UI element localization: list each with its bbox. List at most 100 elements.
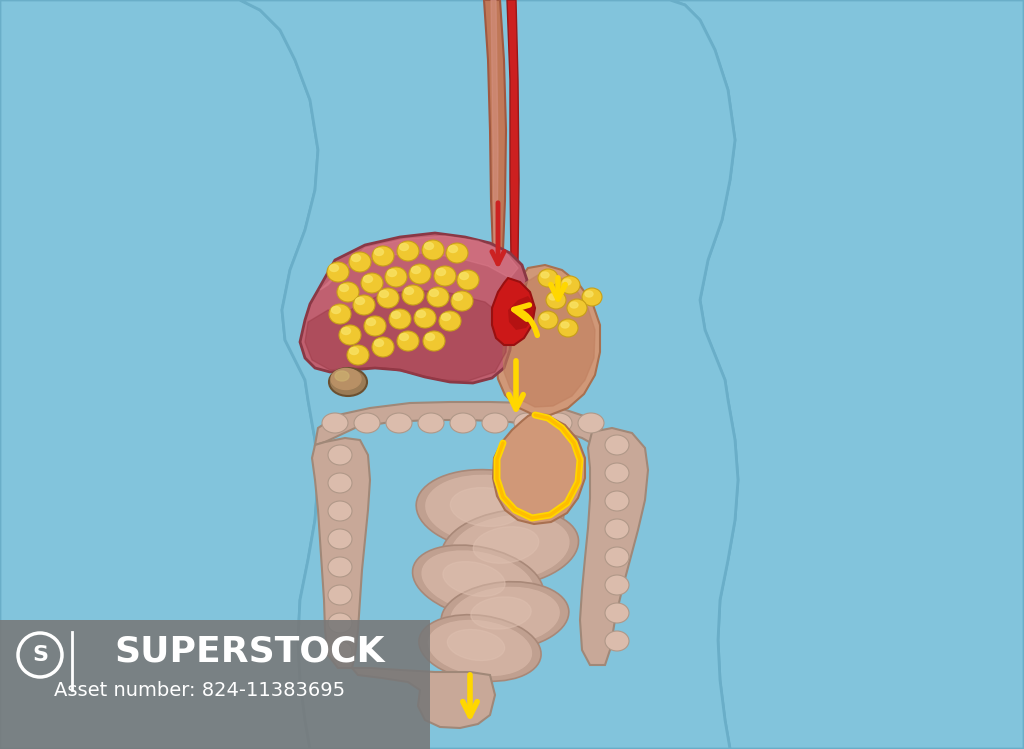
Ellipse shape	[372, 246, 394, 266]
Ellipse shape	[397, 331, 419, 351]
Ellipse shape	[434, 266, 456, 286]
Ellipse shape	[605, 519, 629, 539]
Ellipse shape	[328, 445, 352, 465]
Ellipse shape	[441, 509, 579, 586]
Ellipse shape	[549, 294, 557, 300]
Ellipse shape	[372, 337, 394, 357]
Polygon shape	[0, 0, 318, 749]
Ellipse shape	[471, 597, 531, 629]
Ellipse shape	[561, 322, 569, 328]
Bar	[0, 620, 430, 749]
Ellipse shape	[451, 291, 473, 311]
Polygon shape	[503, 275, 595, 407]
Ellipse shape	[454, 294, 463, 300]
Ellipse shape	[460, 273, 469, 279]
Ellipse shape	[425, 475, 555, 545]
Polygon shape	[670, 0, 1024, 749]
Ellipse shape	[413, 545, 544, 619]
Ellipse shape	[422, 551, 535, 613]
Ellipse shape	[327, 262, 349, 282]
Polygon shape	[490, 0, 498, 250]
Ellipse shape	[335, 371, 349, 381]
Ellipse shape	[439, 311, 461, 331]
Text: S: S	[32, 645, 48, 665]
Ellipse shape	[355, 297, 365, 305]
Ellipse shape	[447, 629, 505, 661]
Polygon shape	[315, 402, 605, 448]
Ellipse shape	[351, 255, 360, 261]
Ellipse shape	[414, 308, 436, 328]
Ellipse shape	[582, 288, 602, 306]
Ellipse shape	[605, 463, 629, 483]
Text: SUPERSTOCK: SUPERSTOCK	[115, 635, 385, 669]
Ellipse shape	[328, 613, 352, 633]
Ellipse shape	[563, 279, 571, 285]
Ellipse shape	[514, 413, 540, 433]
Ellipse shape	[354, 413, 380, 433]
Polygon shape	[312, 438, 370, 668]
Polygon shape	[319, 236, 518, 290]
Ellipse shape	[538, 269, 558, 287]
Polygon shape	[300, 233, 527, 383]
Ellipse shape	[427, 287, 449, 307]
Ellipse shape	[538, 311, 558, 329]
Ellipse shape	[337, 282, 359, 302]
Polygon shape	[507, 0, 519, 285]
Ellipse shape	[386, 413, 412, 433]
Ellipse shape	[436, 268, 445, 276]
Ellipse shape	[380, 291, 388, 297]
Ellipse shape	[389, 309, 411, 329]
Ellipse shape	[397, 241, 419, 261]
Ellipse shape	[605, 491, 629, 511]
Ellipse shape	[399, 333, 409, 341]
Ellipse shape	[451, 488, 521, 527]
Ellipse shape	[339, 325, 361, 345]
Ellipse shape	[450, 413, 476, 433]
Ellipse shape	[364, 276, 373, 282]
Ellipse shape	[560, 276, 580, 294]
Ellipse shape	[417, 311, 426, 318]
Ellipse shape	[570, 302, 578, 308]
Ellipse shape	[441, 582, 568, 650]
Ellipse shape	[546, 413, 572, 433]
Ellipse shape	[541, 314, 549, 320]
Text: Asset number: 824-11383695: Asset number: 824-11383695	[54, 681, 345, 700]
Ellipse shape	[441, 314, 451, 321]
Ellipse shape	[328, 473, 352, 493]
Polygon shape	[580, 428, 648, 665]
Ellipse shape	[361, 273, 383, 293]
Ellipse shape	[328, 529, 352, 549]
Ellipse shape	[428, 620, 532, 676]
Ellipse shape	[449, 246, 458, 252]
Ellipse shape	[375, 339, 384, 347]
Ellipse shape	[423, 331, 445, 351]
Ellipse shape	[377, 288, 399, 308]
Ellipse shape	[418, 413, 444, 433]
Ellipse shape	[416, 470, 564, 551]
Ellipse shape	[605, 631, 629, 651]
Ellipse shape	[349, 348, 358, 354]
Polygon shape	[493, 413, 585, 524]
Ellipse shape	[404, 288, 414, 294]
Ellipse shape	[605, 547, 629, 567]
Ellipse shape	[585, 291, 593, 297]
Ellipse shape	[446, 243, 468, 263]
Polygon shape	[508, 296, 535, 330]
Ellipse shape	[347, 345, 369, 365]
Ellipse shape	[328, 641, 352, 661]
Ellipse shape	[340, 285, 348, 291]
Ellipse shape	[578, 413, 604, 433]
Ellipse shape	[451, 586, 560, 646]
Ellipse shape	[330, 264, 339, 271]
Ellipse shape	[341, 327, 350, 335]
Ellipse shape	[367, 318, 376, 326]
Ellipse shape	[541, 272, 549, 278]
Ellipse shape	[412, 267, 421, 273]
Ellipse shape	[605, 575, 629, 595]
Ellipse shape	[457, 270, 479, 290]
Polygon shape	[305, 290, 508, 381]
Ellipse shape	[419, 615, 541, 682]
Ellipse shape	[409, 264, 431, 284]
Ellipse shape	[329, 304, 351, 324]
Ellipse shape	[482, 413, 508, 433]
